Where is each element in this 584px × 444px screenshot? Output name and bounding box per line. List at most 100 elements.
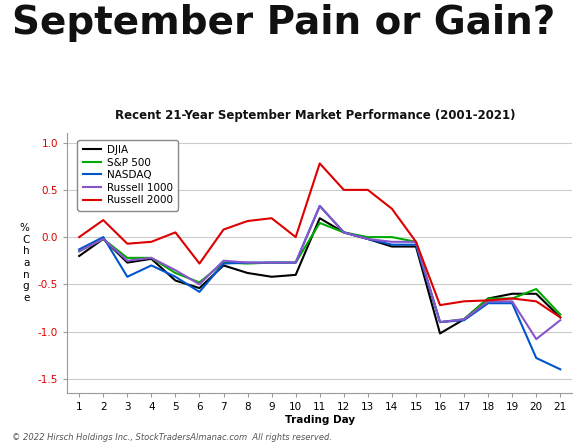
DJIA xyxy=(317,215,324,221)
Russell 2000 xyxy=(461,299,468,304)
DJIA xyxy=(76,254,83,259)
DJIA xyxy=(292,272,299,278)
Russell 1000 xyxy=(172,267,179,273)
NASDAQ xyxy=(244,260,251,265)
Russell 2000 xyxy=(364,187,371,193)
S&P 500 xyxy=(364,234,371,240)
S&P 500 xyxy=(76,249,83,254)
Text: September Pain or Gain?: September Pain or Gain? xyxy=(12,4,555,43)
NASDAQ xyxy=(485,301,492,306)
NASDAQ xyxy=(557,367,564,372)
S&P 500 xyxy=(388,234,395,240)
Russell 1000 xyxy=(364,236,371,242)
S&P 500 xyxy=(100,236,107,242)
S&P 500 xyxy=(244,261,251,266)
S&P 500 xyxy=(148,255,155,261)
NASDAQ xyxy=(340,230,347,235)
NASDAQ xyxy=(268,260,275,265)
DJIA xyxy=(196,285,203,291)
S&P 500 xyxy=(461,317,468,322)
DJIA xyxy=(124,260,131,265)
Line: NASDAQ: NASDAQ xyxy=(79,206,560,369)
Russell 2000 xyxy=(340,187,347,193)
Russell 2000 xyxy=(268,215,275,221)
Russell 2000 xyxy=(436,302,443,308)
Russell 1000 xyxy=(412,239,419,245)
S&P 500 xyxy=(196,280,203,285)
NASDAQ xyxy=(364,236,371,242)
DJIA xyxy=(364,236,371,242)
S&P 500 xyxy=(485,296,492,301)
Russell 1000 xyxy=(220,258,227,263)
Text: © 2022 Hirsch Holdings Inc., StockTradersAlmanac.com  All rights reserved.: © 2022 Hirsch Holdings Inc., StockTrader… xyxy=(12,433,332,442)
Russell 1000 xyxy=(317,203,324,209)
NASDAQ xyxy=(461,317,468,323)
Russell 2000 xyxy=(172,230,179,235)
Russell 1000 xyxy=(100,236,107,242)
DJIA xyxy=(220,263,227,268)
NASDAQ xyxy=(100,234,107,240)
Russell 1000 xyxy=(244,260,251,265)
Line: DJIA: DJIA xyxy=(79,218,560,333)
Russell 1000 xyxy=(292,260,299,265)
S&P 500 xyxy=(533,286,540,292)
Y-axis label: %
C
h
a
n
g
e: % C h a n g e xyxy=(19,223,29,303)
NASDAQ xyxy=(196,289,203,294)
DJIA xyxy=(268,274,275,279)
Russell 2000 xyxy=(244,218,251,224)
S&P 500 xyxy=(412,239,419,245)
DJIA xyxy=(436,331,443,336)
Russell 1000 xyxy=(509,299,516,304)
NASDAQ xyxy=(220,261,227,266)
DJIA xyxy=(485,296,492,301)
Russell 1000 xyxy=(485,299,492,304)
NASDAQ xyxy=(148,263,155,268)
S&P 500 xyxy=(509,296,516,301)
Russell 2000 xyxy=(124,241,131,246)
Line: S&P 500: S&P 500 xyxy=(79,223,560,322)
DJIA xyxy=(509,291,516,297)
Russell 2000 xyxy=(317,161,324,166)
Line: Russell 2000: Russell 2000 xyxy=(79,163,560,317)
X-axis label: Trading Day: Trading Day xyxy=(284,415,355,425)
Russell 2000 xyxy=(292,234,299,240)
Russell 1000 xyxy=(436,319,443,325)
Russell 1000 xyxy=(388,239,395,245)
DJIA xyxy=(412,244,419,249)
Russell 1000 xyxy=(76,249,83,254)
DJIA xyxy=(557,315,564,320)
NASDAQ xyxy=(436,319,443,325)
S&P 500 xyxy=(292,260,299,265)
S&P 500 xyxy=(557,312,564,317)
Russell 1000 xyxy=(340,230,347,235)
S&P 500 xyxy=(172,270,179,276)
DJIA xyxy=(461,317,468,322)
Russell 2000 xyxy=(76,234,83,240)
NASDAQ xyxy=(124,274,131,279)
DJIA xyxy=(148,256,155,262)
Russell 2000 xyxy=(557,315,564,320)
NASDAQ xyxy=(317,203,324,209)
NASDAQ xyxy=(76,247,83,252)
Russell 2000 xyxy=(388,206,395,211)
S&P 500 xyxy=(436,319,443,325)
S&P 500 xyxy=(340,230,347,235)
Russell 2000 xyxy=(485,298,492,303)
Russell 1000 xyxy=(148,255,155,261)
Legend: DJIA, S&P 500, NASDAQ, Russell 1000, Russell 2000: DJIA, S&P 500, NASDAQ, Russell 1000, Rus… xyxy=(78,140,178,210)
Russell 2000 xyxy=(100,218,107,223)
DJIA xyxy=(340,230,347,235)
NASDAQ xyxy=(172,274,179,279)
S&P 500 xyxy=(317,220,324,226)
DJIA xyxy=(172,278,179,283)
Russell 1000 xyxy=(533,337,540,342)
Russell 2000 xyxy=(196,261,203,266)
DJIA xyxy=(533,291,540,297)
DJIA xyxy=(244,270,251,276)
Russell 2000 xyxy=(148,239,155,245)
NASDAQ xyxy=(412,242,419,247)
Russell 1000 xyxy=(461,317,468,322)
Russell 1000 xyxy=(268,260,275,265)
Text: Recent 21-Year September Market Performance (2001-2021): Recent 21-Year September Market Performa… xyxy=(115,109,516,122)
NASDAQ xyxy=(388,242,395,247)
